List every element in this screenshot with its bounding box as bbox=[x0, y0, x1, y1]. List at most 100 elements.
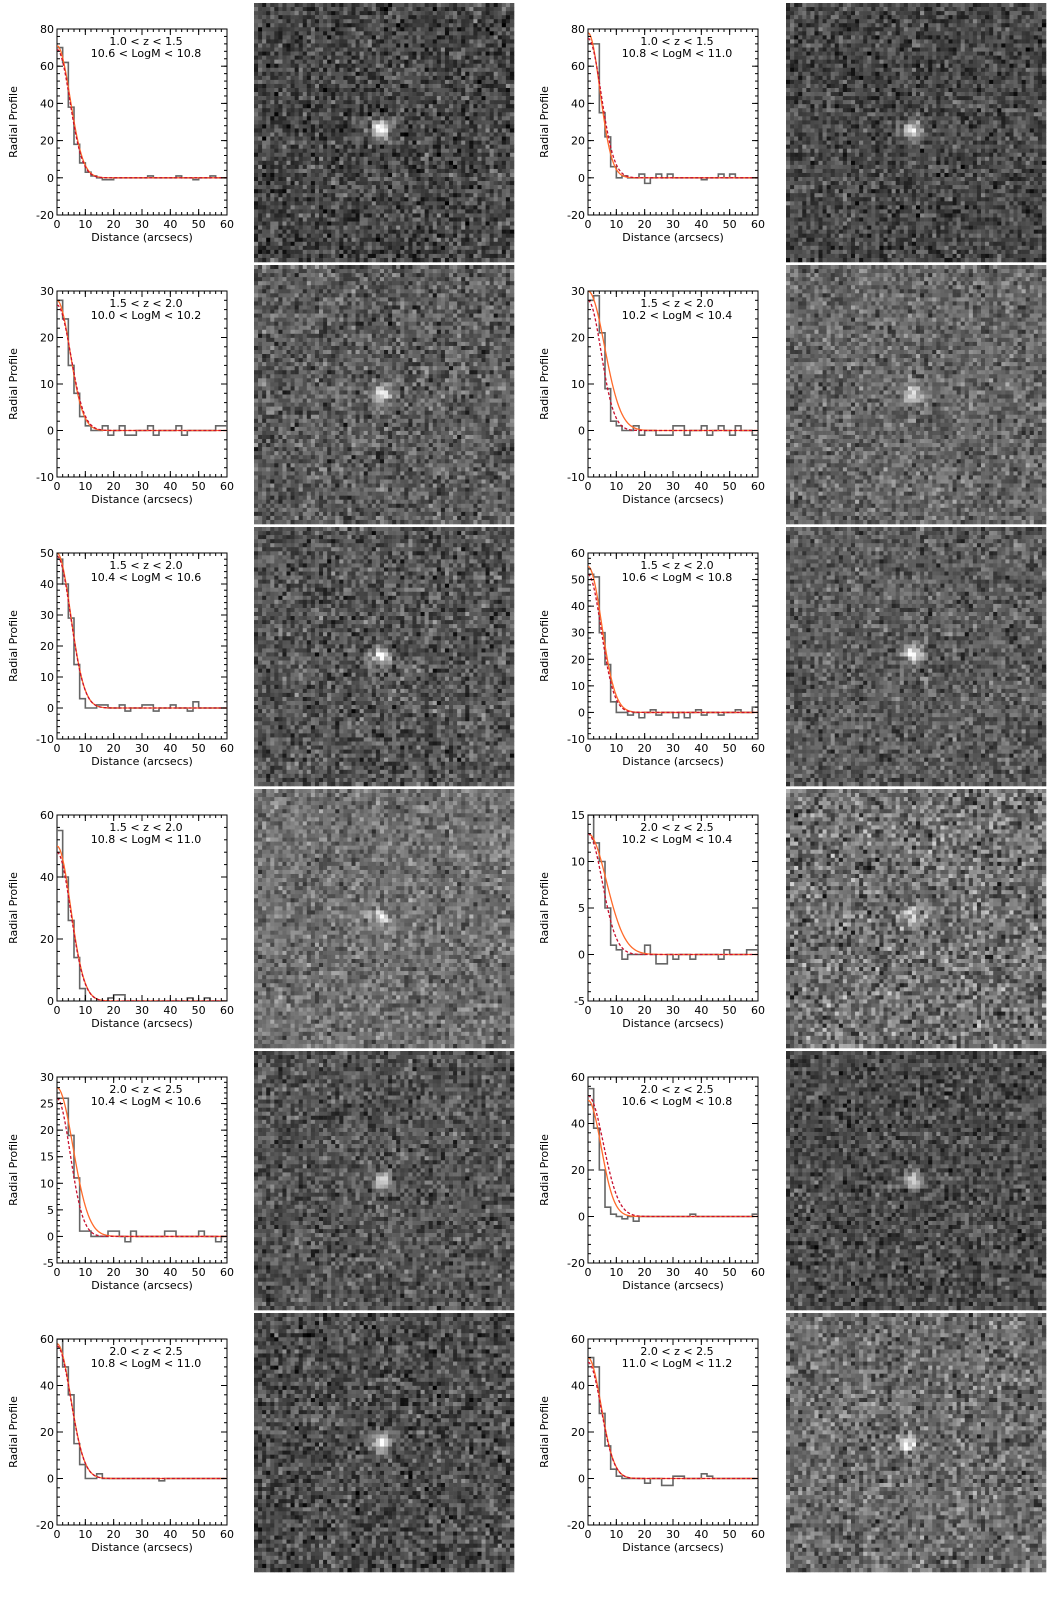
x-tick-label: 20 bbox=[107, 218, 121, 231]
y-tick-label: 60 bbox=[571, 1071, 585, 1084]
x-tick-label: 40 bbox=[694, 742, 708, 755]
x-axis-title: Distance (arcsecs) bbox=[622, 1541, 724, 1554]
y-tick-label: 20 bbox=[40, 1426, 54, 1439]
x-tick-label: 10 bbox=[78, 218, 92, 231]
y-axis-title: Radial Profile bbox=[7, 610, 20, 682]
x-tick-label: 0 bbox=[54, 1004, 61, 1017]
stacked-image-stamp bbox=[254, 1051, 515, 1311]
y-tick-label: 40 bbox=[571, 1380, 585, 1393]
x-axis-title: Distance (arcsecs) bbox=[622, 755, 724, 768]
x-axis-title: Distance (arcsecs) bbox=[622, 493, 724, 506]
y-tick-label: 0 bbox=[47, 172, 54, 185]
y-tick-label: 20 bbox=[40, 135, 54, 148]
x-tick-label: 50 bbox=[723, 1004, 737, 1017]
plot-data bbox=[57, 1339, 227, 1482]
panel-mass-label: 10.8 < LogM < 11.0 bbox=[91, 833, 202, 846]
x-axis-title: Distance (arcsecs) bbox=[622, 231, 724, 244]
x-tick-label: 30 bbox=[135, 480, 149, 493]
stacked-image-stamp bbox=[786, 789, 1047, 1049]
x-tick-label: 40 bbox=[163, 480, 177, 493]
y-axis-title: Radial Profile bbox=[538, 1134, 551, 1206]
x-tick-label: 10 bbox=[78, 1528, 92, 1541]
panel-mass-label: 10.4 < LogM < 10.6 bbox=[91, 571, 202, 584]
y-tick-label: 20 bbox=[571, 1164, 585, 1177]
x-axis-title: Distance (arcsecs) bbox=[91, 755, 193, 768]
y-tick-label: 20 bbox=[40, 933, 54, 946]
x-tick-label: 60 bbox=[751, 218, 765, 231]
x-tick-label: 40 bbox=[163, 1528, 177, 1541]
x-tick-label: 10 bbox=[609, 1266, 623, 1279]
y-axis-title: Radial Profile bbox=[538, 348, 551, 420]
x-axis-title: Distance (arcsecs) bbox=[91, 493, 193, 506]
x-tick-label: 40 bbox=[694, 1266, 708, 1279]
stamp-separator bbox=[786, 1311, 1046, 1313]
y-tick-label: -20 bbox=[567, 1519, 585, 1532]
x-tick-label: 20 bbox=[107, 480, 121, 493]
y-tick-label: 20 bbox=[40, 640, 54, 653]
x-tick-label: 30 bbox=[666, 480, 680, 493]
x-tick-label: 40 bbox=[163, 742, 177, 755]
plot-frame bbox=[587, 28, 759, 216]
histogram-line bbox=[57, 1097, 227, 1243]
plot-data bbox=[588, 32, 758, 185]
y-tick-label: 60 bbox=[571, 1333, 585, 1346]
model-dashed-line bbox=[57, 851, 227, 1001]
histogram-line bbox=[57, 299, 227, 436]
panel-mass-label: 10.6 < LogM < 10.8 bbox=[91, 47, 202, 60]
x-tick-label: 50 bbox=[192, 218, 206, 231]
x-tick-label: 50 bbox=[192, 1266, 206, 1279]
x-tick-label: 60 bbox=[751, 1266, 765, 1279]
stamp-separator bbox=[786, 525, 1046, 527]
y-tick-label: 60 bbox=[40, 1333, 54, 1346]
x-tick-label: 20 bbox=[638, 1266, 652, 1279]
plot-frame bbox=[587, 1076, 759, 1264]
x-tick-label: 60 bbox=[220, 1004, 234, 1017]
y-tick-label: 20 bbox=[40, 1124, 54, 1137]
y-tick-label: 60 bbox=[571, 547, 585, 560]
panel-mass-label: 10.8 < LogM < 11.0 bbox=[91, 1357, 202, 1370]
y-tick-label: 30 bbox=[40, 609, 54, 622]
panel-mass-label: 10.8 < LogM < 11.0 bbox=[622, 47, 733, 60]
plot-data bbox=[57, 299, 227, 436]
y-tick-label: 50 bbox=[571, 574, 585, 587]
x-tick-label: 0 bbox=[54, 218, 61, 231]
y-tick-label: 20 bbox=[40, 332, 54, 345]
y-tick-label: -20 bbox=[36, 209, 54, 222]
model-dashed-line bbox=[57, 304, 227, 432]
model-dashed-line bbox=[588, 299, 758, 432]
stamp-separator bbox=[254, 787, 514, 789]
panel-redshift-label: 2.0 < z < 2.5 bbox=[640, 821, 713, 834]
x-tick-label: 10 bbox=[78, 1266, 92, 1279]
x-tick-label: 60 bbox=[220, 1528, 234, 1541]
x-tick-label: 10 bbox=[78, 742, 92, 755]
x-tick-label: 0 bbox=[585, 480, 592, 493]
x-tick-label: 20 bbox=[107, 1528, 121, 1541]
x-tick-label: 0 bbox=[54, 1266, 61, 1279]
x-tick-label: 10 bbox=[609, 218, 623, 231]
x-tick-label: 40 bbox=[694, 218, 708, 231]
y-tick-label: 40 bbox=[40, 1380, 54, 1393]
x-tick-label: 40 bbox=[694, 1528, 708, 1541]
x-axis-title: Distance (arcsecs) bbox=[91, 1541, 193, 1554]
x-tick-label: 30 bbox=[135, 218, 149, 231]
x-tick-label: 10 bbox=[78, 1004, 92, 1017]
stacked-image-stamp bbox=[786, 3, 1047, 263]
stamp-separator bbox=[254, 1311, 514, 1313]
plot-data bbox=[57, 45, 227, 181]
x-tick-label: 20 bbox=[638, 218, 652, 231]
y-axis-title: Radial Profile bbox=[538, 872, 551, 944]
y-tick-label: 25 bbox=[40, 1098, 54, 1111]
model-solid-line bbox=[588, 832, 758, 956]
y-tick-label: 0 bbox=[578, 1473, 585, 1486]
model-dashed-line bbox=[57, 48, 227, 179]
x-tick-label: 60 bbox=[751, 742, 765, 755]
y-tick-label: 80 bbox=[40, 23, 54, 36]
stamp-separator bbox=[254, 1049, 514, 1051]
x-tick-label: 20 bbox=[638, 1004, 652, 1017]
panel-redshift-label: 1.5 < z < 2.0 bbox=[109, 297, 182, 310]
